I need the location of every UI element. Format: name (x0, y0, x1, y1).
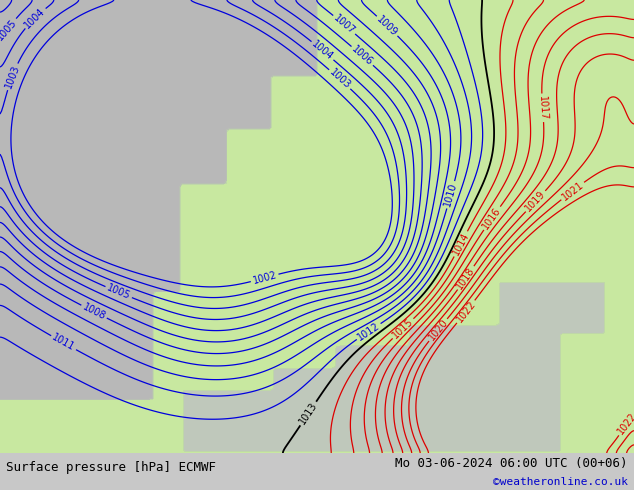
Text: 1009: 1009 (375, 14, 399, 38)
Text: 1003: 1003 (3, 63, 21, 90)
Text: 1015: 1015 (391, 317, 415, 341)
Text: 1021: 1021 (560, 179, 585, 202)
Text: 1005: 1005 (105, 283, 132, 301)
Text: ©weatheronline.co.uk: ©weatheronline.co.uk (493, 477, 628, 487)
Text: 1008: 1008 (81, 302, 107, 321)
Text: 1002: 1002 (252, 270, 278, 286)
Text: 1022: 1022 (455, 299, 477, 324)
Text: 1019: 1019 (524, 189, 548, 214)
Text: 1005: 1005 (0, 17, 19, 43)
Text: Mo 03-06-2024 06:00 UTC (00+06): Mo 03-06-2024 06:00 UTC (00+06) (395, 457, 628, 470)
Text: 1020: 1020 (426, 317, 450, 343)
Text: 1022: 1022 (615, 411, 634, 436)
Text: 1014: 1014 (451, 231, 471, 257)
Text: 1018: 1018 (455, 265, 477, 291)
Text: 1004: 1004 (23, 6, 47, 30)
Text: 1006: 1006 (350, 44, 375, 68)
Text: 1017: 1017 (537, 95, 548, 121)
Text: 1016: 1016 (481, 205, 503, 231)
Text: 1013: 1013 (297, 401, 320, 426)
Text: 1010: 1010 (443, 182, 459, 208)
Text: 1007: 1007 (332, 13, 357, 36)
Text: Surface pressure [hPa] ECMWF: Surface pressure [hPa] ECMWF (6, 462, 216, 474)
Text: 1012: 1012 (356, 320, 382, 343)
Text: 1003: 1003 (327, 67, 353, 91)
Text: 1011: 1011 (51, 332, 77, 353)
Text: 1004: 1004 (310, 39, 335, 62)
